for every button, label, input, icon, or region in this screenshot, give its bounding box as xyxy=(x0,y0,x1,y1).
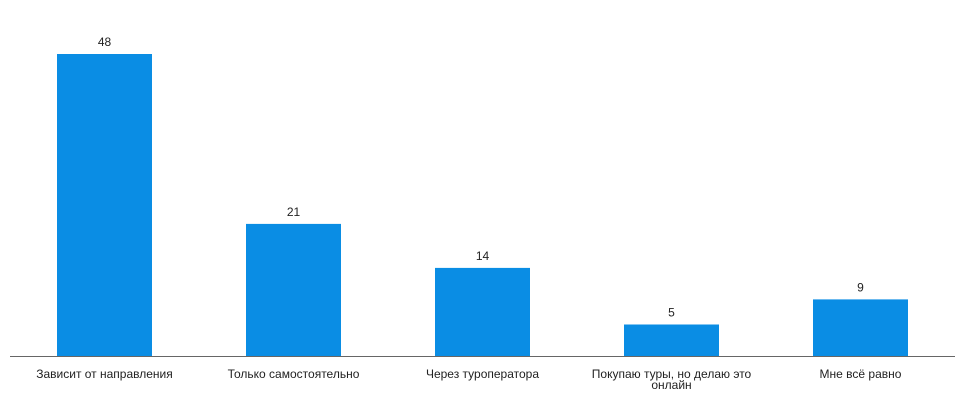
bar xyxy=(624,324,719,356)
category-label-line: Только самостоятельно xyxy=(228,367,360,381)
data-label: 48 xyxy=(98,35,112,49)
category-tick-label: Только самостоятельно xyxy=(228,367,360,381)
data-label: 21 xyxy=(287,205,301,219)
category-label-line: Зависит от направления xyxy=(36,367,173,381)
category-tick-label: Мне всё равно xyxy=(820,367,902,381)
bar xyxy=(813,299,908,356)
bar xyxy=(246,223,341,356)
bar xyxy=(435,267,530,356)
category-tick-label: Зависит от направления xyxy=(36,367,173,381)
value-labels-group: 48 21 14 5 9 xyxy=(98,35,864,320)
data-label: 9 xyxy=(857,280,864,294)
bar xyxy=(57,54,152,356)
category-label-line: Покупаю туры, но делаю это xyxy=(592,367,752,381)
category-labels-group: Зависит от направления Только самостоятел… xyxy=(36,367,902,392)
bars-group xyxy=(57,54,908,356)
data-label: 5 xyxy=(668,306,675,320)
category-label-line: Через туроператора xyxy=(426,367,539,381)
category-label-line: Мне всё равно xyxy=(820,367,902,381)
category-label-line: онлайн xyxy=(651,378,691,392)
data-label: 14 xyxy=(476,249,490,263)
category-tick-label: Покупаю туры, но делаю это онлайн xyxy=(592,367,752,392)
category-tick-label: Через туроператора xyxy=(426,367,539,381)
